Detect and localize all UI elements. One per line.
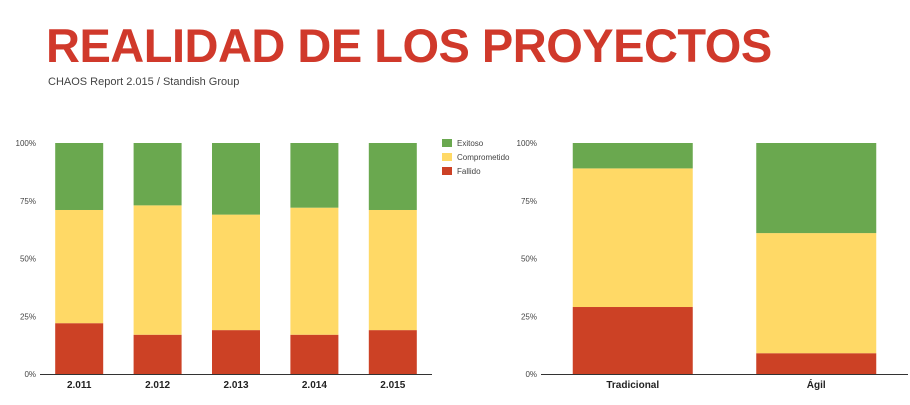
page-subtitle: CHAOS Report 2.015 / Standish Group bbox=[48, 76, 240, 88]
chart2-ytick-100: 100% bbox=[517, 139, 537, 148]
chart1-bar-2-014-fallido bbox=[290, 334, 339, 374]
chart1-bar-2-013-fallido bbox=[212, 330, 260, 374]
chart2-bar-gil-fallido bbox=[756, 353, 877, 374]
chart2-bar-tradicional-exitoso bbox=[572, 143, 693, 169]
chart1-bar-2-013-comprometido bbox=[212, 214, 260, 331]
chart1-bar-2-012-fallido bbox=[133, 334, 182, 374]
chart2-bar-gil-exitoso bbox=[756, 143, 877, 234]
chart1-ytick-0: 0% bbox=[24, 370, 36, 379]
chart2-ytick-75: 75% bbox=[521, 197, 537, 206]
chart2-ytick-0: 0% bbox=[525, 370, 537, 379]
chart1-ytick-75: 75% bbox=[20, 197, 36, 206]
chart1-bar-2-013-exitoso bbox=[212, 143, 260, 215]
chart1-legend-label-fallido: Fallido bbox=[457, 167, 481, 176]
chart1-bar-2-015-exitoso bbox=[368, 143, 417, 210]
chart1-legend-label-exitoso: Exitoso bbox=[457, 139, 484, 148]
chart2-xtick-tradicional: Tradicional bbox=[606, 380, 659, 391]
chart1-bar-2-011-comprometido bbox=[55, 209, 104, 324]
chart1-ytick-100: 100% bbox=[16, 139, 36, 148]
chart1-xtick-2-013: 2.013 bbox=[223, 380, 248, 391]
chart1-ytick-50: 50% bbox=[20, 255, 36, 264]
chart1-legend-swatch-exitoso bbox=[442, 139, 452, 147]
chart1-legend-swatch-fallido bbox=[442, 167, 452, 175]
chart2-bar-gil-comprometido bbox=[756, 233, 877, 354]
chart1-bar-2-012-exitoso bbox=[133, 143, 182, 206]
page-title: REALIDAD DE LOS PROYECTOS bbox=[46, 19, 772, 72]
chart1-legend-swatch-comprometido bbox=[442, 153, 452, 161]
chart1-ytick-25: 25% bbox=[20, 312, 36, 321]
chart1-legend-label-comprometido: Comprometido bbox=[457, 153, 510, 162]
chart1-bar-2-015-fallido bbox=[368, 330, 417, 374]
chart1-bar-2-015-comprometido bbox=[368, 209, 417, 331]
chart1-xtick-2-015: 2.015 bbox=[380, 380, 405, 391]
chart2-ytick-50: 50% bbox=[521, 255, 537, 264]
chart1-bar-2-011-exitoso bbox=[55, 143, 104, 210]
chart1-bar-2-011-fallido bbox=[55, 323, 104, 374]
chart2-ytick-25: 25% bbox=[521, 312, 537, 321]
chart1-xtick-2-014: 2.014 bbox=[302, 380, 327, 391]
chart1-bar-2-014-exitoso bbox=[290, 143, 339, 208]
chart2-bar-tradicional-fallido bbox=[572, 307, 693, 374]
chart2-xtick-gil: Ágil bbox=[807, 378, 826, 391]
chart2-bar-tradicional-comprometido bbox=[572, 168, 693, 308]
chart1-bar-2-012-comprometido bbox=[133, 205, 182, 335]
chart1-xtick-2-011: 2.011 bbox=[67, 380, 92, 391]
chart1-xtick-2-012: 2.012 bbox=[145, 380, 170, 391]
chart1-bar-2-014-comprometido bbox=[290, 207, 339, 335]
